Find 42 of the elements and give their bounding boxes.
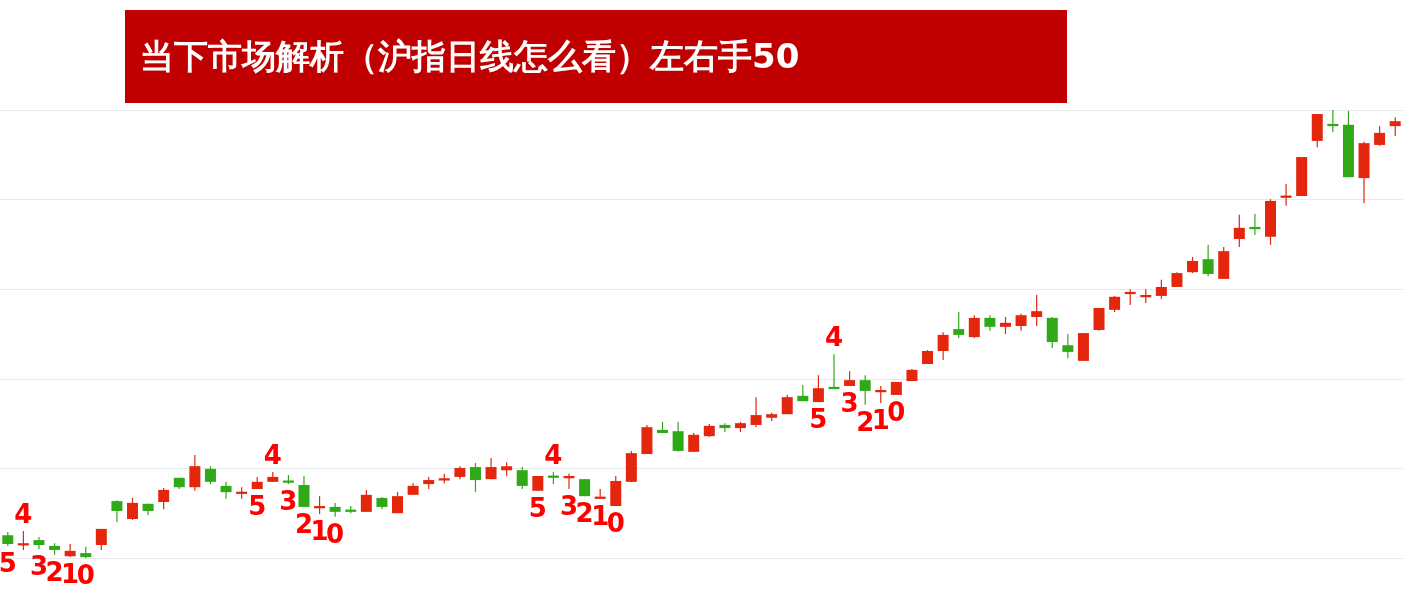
candlestick (127, 497, 139, 521)
text: 3 (840, 387, 859, 418)
text: 4 (263, 439, 282, 470)
text: 4 (544, 439, 563, 470)
text: 4 (824, 322, 844, 353)
candlestick (937, 331, 949, 361)
candlestick (1062, 333, 1074, 359)
candlestick (719, 422, 731, 433)
candlestick (1093, 307, 1105, 332)
candlestick (469, 462, 481, 493)
text: 5 (809, 404, 828, 435)
candlestick (33, 536, 45, 550)
text: 2 (45, 556, 64, 587)
candlestick (360, 489, 372, 513)
text: 0 (887, 396, 906, 427)
text: 5 (0, 547, 17, 578)
candlestick (1155, 279, 1167, 300)
candlestick (968, 314, 980, 339)
candlestick (220, 481, 232, 500)
candlestick (1233, 214, 1245, 248)
candlestick (688, 432, 700, 453)
candlestick (516, 466, 528, 490)
text: 4 (14, 499, 33, 530)
candlestick (812, 374, 824, 403)
candlestick (859, 374, 871, 406)
candlestick (1374, 125, 1386, 147)
candlestick (158, 487, 170, 510)
candlestick (1031, 294, 1043, 327)
candlestick (298, 475, 310, 508)
candlestick (750, 396, 762, 428)
candlestick (672, 421, 684, 453)
text: 5 (248, 491, 267, 522)
candlestick (189, 454, 201, 492)
text: 5 (528, 492, 547, 523)
candlestick (1202, 244, 1214, 277)
chart-title: 当下市场解析（沪指日线怎么看）左右手50 (125, 10, 1067, 103)
text: 0 (326, 518, 345, 549)
candlestick (1389, 116, 1401, 137)
candlestick (111, 499, 123, 523)
text: 2 (856, 406, 875, 437)
candlestick (953, 311, 965, 339)
text: 2 (575, 498, 594, 529)
